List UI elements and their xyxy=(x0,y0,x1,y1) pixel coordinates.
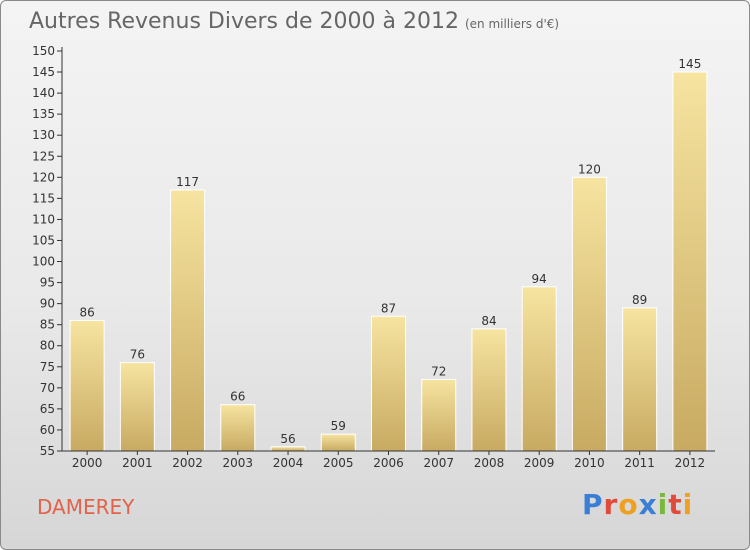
y-tick-label-130: 130 xyxy=(32,128,55,142)
y-tick-label-120: 120 xyxy=(32,170,55,184)
y-tick-label-100: 100 xyxy=(32,255,55,269)
bar-2004 xyxy=(270,446,306,452)
y-tick-label-85: 85 xyxy=(40,318,55,332)
value-label-2001: 76 xyxy=(130,348,145,362)
x-tick-label-2005: 2005 xyxy=(323,456,354,470)
bar-2007 xyxy=(421,378,457,452)
bar-2000 xyxy=(69,319,105,452)
y-tick-label-145: 145 xyxy=(32,65,55,79)
x-tick-label-2011: 2011 xyxy=(624,456,655,470)
value-label-2006: 87 xyxy=(381,301,396,315)
chart-title: Autres Revenus Divers de 2000 à 2012 (en … xyxy=(29,9,559,34)
bar-2003 xyxy=(220,404,256,452)
bar-2010 xyxy=(571,176,607,452)
y-tick-label-140: 140 xyxy=(32,86,55,100)
value-label-2000: 86 xyxy=(79,305,94,319)
x-tick-label-2004: 2004 xyxy=(273,456,304,470)
bar-2005 xyxy=(320,433,356,452)
y-tick-label-55: 55 xyxy=(40,444,55,458)
x-tick-label-2010: 2010 xyxy=(574,456,605,470)
chart-title-main: Autres Revenus Divers de 2000 à 2012 xyxy=(29,9,459,34)
bar-2006 xyxy=(371,315,406,452)
value-label-2010: 120 xyxy=(578,162,601,176)
y-tick-label-80: 80 xyxy=(40,339,55,353)
y-tick-label-60: 60 xyxy=(40,423,55,437)
x-tick-label-2008: 2008 xyxy=(474,456,505,470)
commune-name: DAMEREY xyxy=(37,495,135,519)
y-tick-label-70: 70 xyxy=(40,381,55,395)
logo-letter: t xyxy=(668,488,683,521)
y-tick-label-75: 75 xyxy=(40,360,55,374)
y-tick-label-95: 95 xyxy=(40,276,55,290)
axes-group xyxy=(57,47,715,455)
x-tick-label-2012: 2012 xyxy=(675,456,706,470)
y-tick-label-110: 110 xyxy=(32,212,55,226)
x-tick-label-2009: 2009 xyxy=(524,456,555,470)
logo-letter: r xyxy=(603,488,619,521)
logo-letter: i xyxy=(657,488,669,521)
y-tick-label-105: 105 xyxy=(32,233,55,247)
y-tick-label-90: 90 xyxy=(40,297,55,311)
logo-letter: P xyxy=(582,488,604,521)
bar-2008 xyxy=(471,328,507,452)
value-label-2011: 89 xyxy=(632,293,647,307)
value-label-2002: 117 xyxy=(176,175,199,189)
value-label-2008: 84 xyxy=(481,314,496,328)
y-tick-label-65: 65 xyxy=(40,402,55,416)
chart-title-unit: (en milliers d'€) xyxy=(464,17,560,31)
logo-letter: x xyxy=(638,488,658,521)
logo-letter: i xyxy=(682,488,694,521)
value-label-2003: 66 xyxy=(230,390,245,404)
y-tick-label-150: 150 xyxy=(32,44,55,58)
x-tick-label-2002: 2002 xyxy=(172,456,203,470)
y-tick-label-135: 135 xyxy=(32,107,55,121)
value-label-2012: 145 xyxy=(678,57,701,71)
value-label-2005: 59 xyxy=(331,419,346,433)
bar-2009 xyxy=(521,286,557,452)
bar-2001 xyxy=(119,362,155,452)
proxiti-logo: Proxiti xyxy=(582,488,693,521)
bar-2002 xyxy=(170,189,206,452)
x-tick-label-2000: 2000 xyxy=(72,456,103,470)
x-tick-label-2003: 2003 xyxy=(223,456,254,470)
y-tick-label-125: 125 xyxy=(32,149,55,163)
x-tick-label-2006: 2006 xyxy=(373,456,404,470)
y-tick-label-115: 115 xyxy=(32,191,55,205)
bar-2011 xyxy=(622,307,658,452)
bars-group xyxy=(69,71,708,452)
logo-letter: o xyxy=(618,488,639,521)
x-tick-label-2007: 2007 xyxy=(423,456,454,470)
labels-group: 86 2000 76 2001 117 2002 66 2003 56 2004 59 2005 87 2… xyxy=(32,44,705,470)
value-label-2007: 72 xyxy=(431,364,446,378)
bar-2012 xyxy=(672,71,708,452)
value-label-2004: 56 xyxy=(280,432,295,446)
x-tick-label-2001: 2001 xyxy=(122,456,153,470)
value-label-2009: 94 xyxy=(532,272,547,286)
